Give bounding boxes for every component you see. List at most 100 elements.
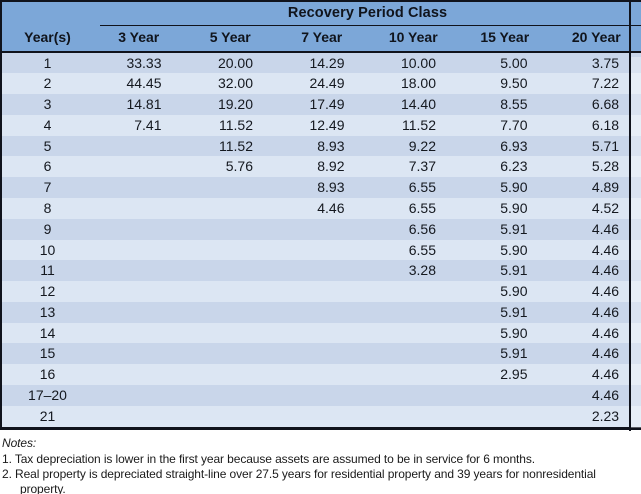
value-cell: 6.93 (459, 135, 551, 157)
value-cell: 5.90 (459, 239, 551, 261)
table-title-corner-cell (1, 1, 93, 24)
value-cell (367, 385, 459, 406)
note-item-2: 2. Real property is depreciated straight… (2, 467, 596, 494)
value-cell: 3.28 (367, 260, 459, 282)
column-header-3-year: 3 Year (93, 24, 185, 53)
table-row: 14 5.90 4.46 (1, 322, 641, 344)
value-cell: 4.46 (550, 385, 641, 406)
value-cell (93, 239, 185, 261)
table-title-row: Recovery Period Class (1, 1, 641, 24)
value-cell: 6.18 (550, 114, 641, 136)
value-cell: 6.55 (367, 239, 459, 261)
year-cell: 17–20 (1, 385, 93, 406)
year-cell: 6 (1, 156, 93, 178)
value-cell: 7.41 (93, 114, 185, 136)
value-cell: 11.52 (184, 114, 276, 136)
value-cell (276, 301, 368, 323)
table-title: Recovery Period Class (93, 1, 641, 24)
value-cell (93, 281, 185, 302)
value-cell (93, 343, 185, 365)
table-row: 3 14.81 19.20 17.49 14.40 8.55 6.68 (1, 94, 641, 115)
value-cell: 6.23 (459, 156, 551, 178)
macrs-depreciation-table: Recovery Period Class Year(s) 3 Year 5 Y… (0, 0, 641, 430)
title-underline-rule (100, 24, 641, 26)
value-cell: 4.46 (550, 260, 641, 282)
value-cell: 14.81 (93, 94, 185, 115)
year-cell: 14 (1, 322, 93, 344)
year-cell: 10 (1, 239, 93, 261)
value-cell (367, 301, 459, 323)
value-cell: 5.91 (459, 218, 551, 240)
value-cell: 17.49 (276, 94, 368, 115)
value-cell: 7.70 (459, 114, 551, 136)
table-row: 21 2.23 (1, 405, 641, 429)
value-cell: 4.46 (550, 322, 641, 344)
value-cell (184, 364, 276, 385)
column-header-10-year: 10 Year (367, 24, 459, 53)
value-cell (367, 364, 459, 385)
column-header-years: Year(s) (1, 24, 93, 53)
table-row: 6 5.76 8.92 7.37 6.23 5.28 (1, 156, 641, 178)
value-cell: 11.52 (184, 135, 276, 157)
value-cell: 6.55 (367, 177, 459, 198)
value-cell: 8.55 (459, 94, 551, 115)
table-right-edge-strip (631, 57, 641, 428)
value-cell: 5.90 (459, 322, 551, 344)
value-cell (184, 301, 276, 323)
year-cell: 12 (1, 281, 93, 302)
value-cell (184, 322, 276, 344)
table-row: 15 5.91 4.46 (1, 343, 641, 365)
value-cell: 6.68 (550, 94, 641, 115)
value-cell: 6.55 (367, 197, 459, 219)
value-cell: 5.71 (550, 135, 641, 157)
column-header-15-year: 15 Year (459, 24, 551, 53)
year-cell: 15 (1, 343, 93, 365)
value-cell: 8.92 (276, 156, 368, 178)
value-cell: 5.91 (459, 343, 551, 365)
value-cell: 19.20 (184, 94, 276, 115)
value-cell: 5.91 (459, 260, 551, 282)
value-cell (93, 301, 185, 323)
value-cell (93, 322, 185, 344)
notes-label: Notes: (2, 436, 37, 450)
value-cell (276, 260, 368, 282)
value-cell: 5.28 (550, 156, 641, 178)
year-cell: 1 (1, 51, 93, 74)
value-cell (93, 156, 185, 178)
table-row: 1 33.33 20.00 14.29 10.00 5.00 3.75 (1, 51, 641, 74)
column-header-5-year: 5 Year (184, 24, 276, 53)
value-cell: 5.91 (459, 301, 551, 323)
table-row: 12 5.90 4.46 (1, 281, 641, 302)
year-cell: 3 (1, 94, 93, 115)
value-cell: 4.46 (550, 218, 641, 240)
table-row: 2 44.45 32.00 24.49 18.00 9.50 7.22 (1, 73, 641, 95)
value-cell (276, 343, 368, 365)
value-cell (276, 281, 368, 302)
value-cell (184, 385, 276, 406)
value-cell: 44.45 (93, 73, 185, 95)
value-cell: 5.90 (459, 281, 551, 302)
value-cell (93, 405, 185, 429)
value-cell (93, 364, 185, 385)
table-row: 16 2.95 4.46 (1, 364, 641, 385)
value-cell: 2.95 (459, 364, 551, 385)
value-cell (93, 177, 185, 198)
table-row: 17–20 4.46 (1, 385, 641, 406)
value-cell: 4.46 (550, 239, 641, 261)
value-cell: 5.76 (184, 156, 276, 178)
value-cell: 4.52 (550, 197, 641, 219)
value-cell (184, 343, 276, 365)
value-cell: 4.46 (550, 364, 641, 385)
value-cell: 4.89 (550, 177, 641, 198)
value-cell: 5.90 (459, 197, 551, 219)
table-body: 1 33.33 20.00 14.29 10.00 5.00 3.75 2 44.45 32.00… (1, 51, 641, 429)
year-cell: 9 (1, 218, 93, 240)
value-cell: 6.56 (367, 218, 459, 240)
table-header-row: Year(s) 3 Year 5 Year 7 Year 10 Year 15 … (1, 24, 641, 53)
year-cell: 13 (1, 301, 93, 323)
value-cell: 12.49 (276, 114, 368, 136)
value-cell: 14.40 (367, 94, 459, 115)
table-row: 11 3.28 5.91 4.46 (1, 260, 641, 282)
value-cell: 10.00 (367, 51, 459, 74)
